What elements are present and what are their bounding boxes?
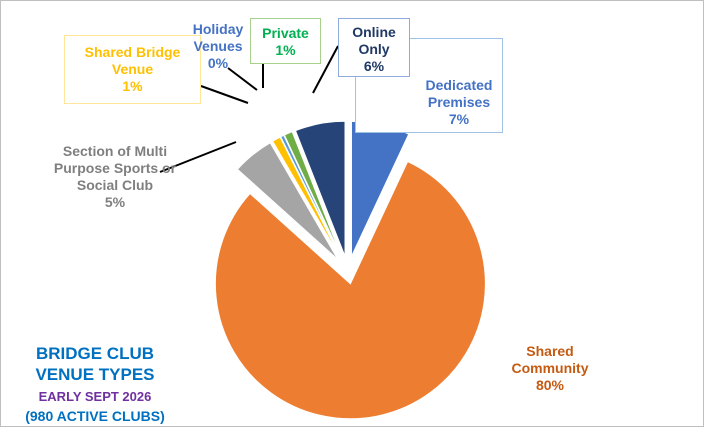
category-label: Section of Multi Purpose Sports or Socia…	[53, 143, 177, 193]
leader-line	[159, 141, 237, 173]
value-label: 6%	[363, 58, 385, 74]
chart-subtitle: EARLY SEPT 2026	[38, 389, 152, 404]
slice-label: Private 1%	[250, 18, 321, 64]
leader-line	[227, 67, 258, 91]
slice-label: Online Only 6%	[338, 18, 410, 77]
slice-label: Holiday Venues 0%	[183, 21, 253, 71]
leader-line	[312, 45, 339, 94]
value-label: 1%	[275, 42, 296, 58]
leader-line	[200, 85, 249, 104]
category-label: Dedicated Premises	[425, 77, 493, 110]
value-label: 80%	[535, 377, 565, 393]
pie-slice	[280, 134, 342, 258]
value-label: 0%	[207, 55, 229, 71]
pie-slice	[271, 136, 341, 259]
category-label: Shared Community	[511, 343, 589, 376]
category-label: Private	[262, 25, 309, 41]
category-label: Shared Bridge Venue	[84, 44, 181, 77]
pie-slice	[214, 160, 486, 420]
slice-label: Shared Bridge Venue 1%	[64, 35, 201, 104]
slice-label: Shared Community 80%	[490, 343, 610, 403]
value-label: 7%	[448, 111, 470, 127]
slice-label: Section of Multi Purpose Sports or Socia…	[45, 143, 185, 213]
pie-slice	[294, 120, 346, 257]
title-block: BRIDGE CLUB VENUE TYPES EARLY SEPT 2026 …	[5, 343, 185, 425]
value-label: 1%	[122, 78, 143, 94]
category-label: Online Only	[352, 24, 396, 57]
pie-slice	[283, 131, 343, 258]
category-label: Holiday Venues	[192, 21, 244, 54]
pie-slice	[236, 142, 339, 260]
leader-lines	[159, 45, 376, 173]
value-label: 5%	[104, 194, 126, 210]
chart-note: (980 ACTIVE CLUBS)	[25, 408, 165, 424]
chart-title: BRIDGE CLUB VENUE TYPES	[35, 344, 155, 384]
